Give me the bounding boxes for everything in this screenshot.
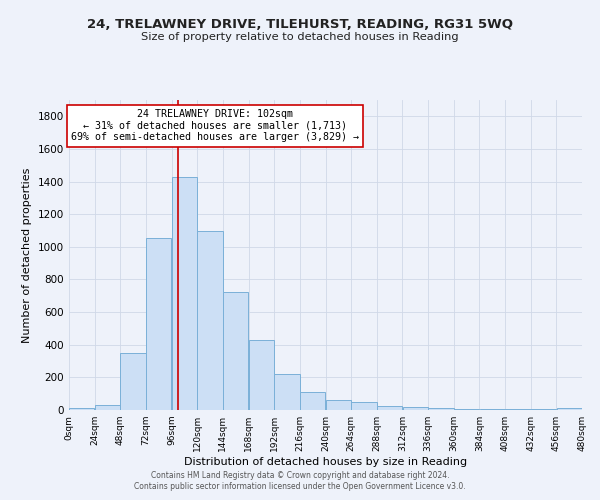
X-axis label: Distribution of detached houses by size in Reading: Distribution of detached houses by size … — [184, 457, 467, 467]
Bar — [146, 238, 172, 410]
Bar — [352, 402, 377, 410]
Bar — [69, 408, 94, 410]
Bar — [531, 409, 556, 410]
Bar — [121, 353, 146, 410]
Bar — [274, 374, 299, 410]
Bar — [223, 292, 248, 410]
Bar — [300, 392, 325, 410]
Bar — [428, 408, 454, 410]
Bar — [557, 408, 582, 410]
Bar — [403, 406, 428, 410]
Bar — [197, 230, 223, 410]
Bar — [249, 340, 274, 410]
Bar — [172, 176, 197, 410]
Bar — [95, 405, 120, 410]
Bar — [377, 406, 402, 410]
Bar — [505, 409, 530, 410]
Y-axis label: Number of detached properties: Number of detached properties — [22, 168, 32, 342]
Text: Contains HM Land Registry data © Crown copyright and database right 2024.: Contains HM Land Registry data © Crown c… — [151, 471, 449, 480]
Bar — [326, 400, 351, 410]
Text: 24 TRELAWNEY DRIVE: 102sqm
← 31% of detached houses are smaller (1,713)
69% of s: 24 TRELAWNEY DRIVE: 102sqm ← 31% of deta… — [71, 110, 359, 142]
Text: Contains public sector information licensed under the Open Government Licence v3: Contains public sector information licen… — [134, 482, 466, 491]
Bar — [454, 409, 479, 410]
Text: Size of property relative to detached houses in Reading: Size of property relative to detached ho… — [141, 32, 459, 42]
Bar — [479, 409, 505, 410]
Text: 24, TRELAWNEY DRIVE, TILEHURST, READING, RG31 5WQ: 24, TRELAWNEY DRIVE, TILEHURST, READING,… — [87, 18, 513, 30]
